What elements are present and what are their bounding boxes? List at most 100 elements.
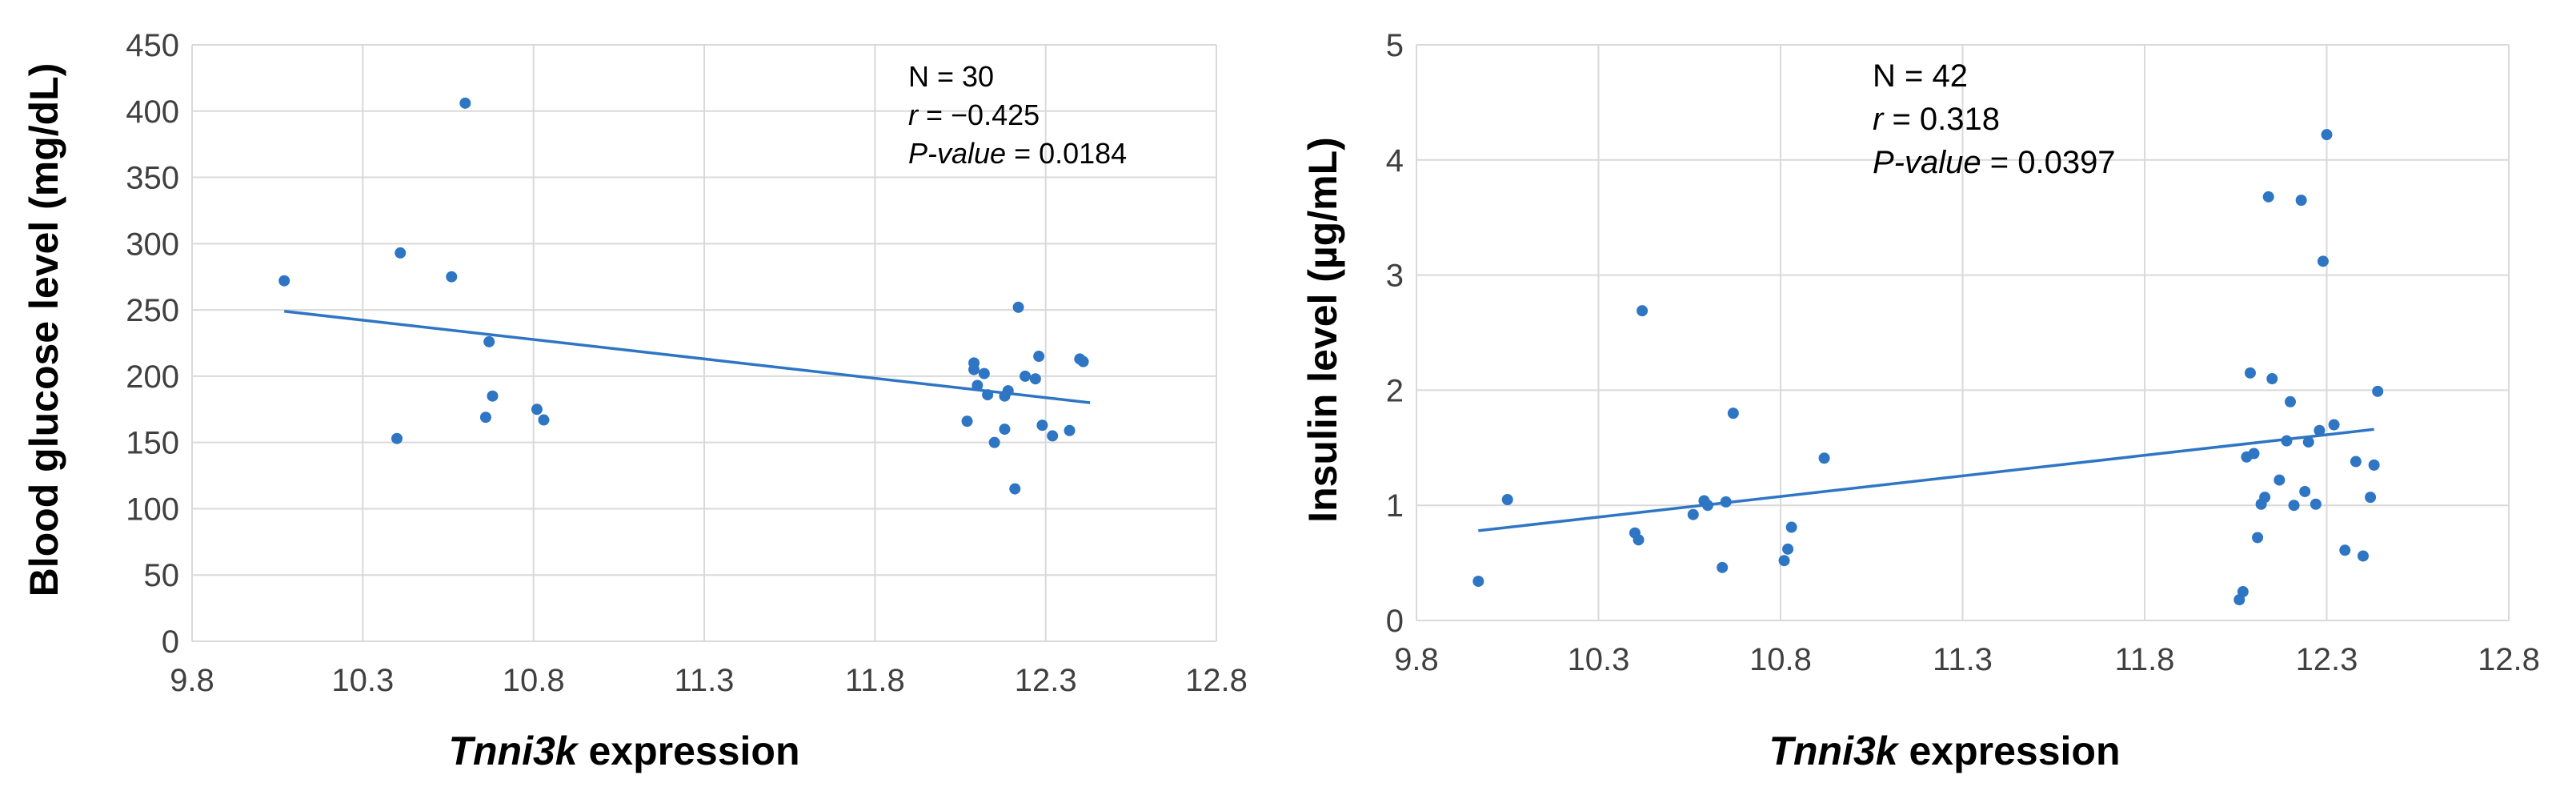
insulin-data-point <box>2244 367 2256 379</box>
insulin-data-point <box>1785 521 1797 533</box>
glucose-points <box>278 97 1089 495</box>
insulin-y-tick-label: 3 <box>1386 259 1404 294</box>
glucose-y-tick-label: 150 <box>126 426 179 461</box>
glucose-x-axis-label: Tnni3k expression <box>448 729 799 773</box>
insulin-y-tick-label: 4 <box>1386 143 1404 179</box>
insulin-data-point <box>2358 550 2369 562</box>
insulin-data-point <box>2368 459 2380 471</box>
insulin-y-axis-label: Insulin level (µg/mL) <box>1300 137 1345 523</box>
insulin-data-point <box>2259 492 2271 504</box>
insulin-data-point <box>2314 424 2326 436</box>
insulin-x-tick-label: 12.3 <box>2296 642 2358 677</box>
glucose-data-point <box>1012 301 1024 313</box>
insulin-data-point <box>2372 385 2384 397</box>
glucose-y-tick-label: 100 <box>126 492 179 527</box>
glucose-x-tick-label: 12.3 <box>1015 663 1077 698</box>
insulin-data-point <box>2288 500 2300 512</box>
insulin-data-point <box>2350 456 2362 468</box>
glucose-y-axis-label: Blood glucose level (mg/dL) <box>22 63 66 597</box>
insulin-x-tick-label: 10.3 <box>1568 642 1630 677</box>
glucose-p-text: P-value = 0.0184 <box>908 137 1127 170</box>
insulin-data-point <box>1702 500 1713 512</box>
glucose-y-tick-label: 0 <box>162 624 179 660</box>
glucose-y-tick-label: 300 <box>126 227 179 262</box>
glucose-x-tick-label: 10.3 <box>331 663 394 698</box>
insulin-stats-annotation: N = 42 r = 0.318 P-value = 0.0397 <box>1873 58 2116 180</box>
insulin-p-text: P-value = 0.0397 <box>1873 145 2116 180</box>
glucose-data-point <box>1036 420 1048 432</box>
glucose-data-point <box>999 390 1011 402</box>
glucose-x-tick-label: 12.8 <box>1185 663 1248 698</box>
insulin-x-tick-label: 9.8 <box>1394 642 1439 677</box>
insulin-trendline <box>1478 428 2374 532</box>
insulin-y-tick-label: 2 <box>1386 373 1404 408</box>
glucose-data-point <box>961 416 973 428</box>
insulin-data-point <box>2281 435 2293 447</box>
glucose-y-tick-label: 400 <box>126 94 179 130</box>
insulin-y-tick-label: 5 <box>1386 28 1404 63</box>
insulin-data-point <box>1472 576 1484 588</box>
insulin-data-point <box>1727 408 1739 420</box>
insulin-data-point <box>2339 544 2351 556</box>
glucose-data-point <box>1064 424 1076 436</box>
insulin-r-text: r = 0.318 <box>1873 102 2000 137</box>
insulin-data-point <box>1501 494 1513 506</box>
insulin-data-point <box>2274 474 2286 486</box>
glucose-y-tick-label: 200 <box>126 359 179 395</box>
insulin-x-axis-label: Tnni3k expression <box>1769 729 2120 773</box>
glucose-x-tick-label: 10.8 <box>503 663 565 698</box>
insulin-data-point <box>1782 543 1794 555</box>
glucose-data-point <box>1047 430 1059 442</box>
glucose-y-tick-label: 350 <box>126 161 179 196</box>
glucose-data-point <box>395 247 407 259</box>
insulin-data-point <box>1687 508 1699 520</box>
insulin-x-tick-label: 11.3 <box>1933 642 1993 677</box>
insulin-data-point <box>2317 255 2329 267</box>
glucose-trendline <box>284 310 1091 404</box>
insulin-y-tick-label: 0 <box>1386 604 1404 639</box>
glucose-data-point <box>972 379 984 391</box>
insulin-x-tick-label: 12.8 <box>2478 642 2540 677</box>
glucose-data-point <box>1009 483 1021 495</box>
glucose-data-point <box>1033 351 1045 363</box>
insulin-gridlines <box>1416 44 2510 621</box>
insulin-data-point <box>2266 373 2278 385</box>
insulin-points <box>1472 129 2384 606</box>
glucose-y-tick-label: 250 <box>126 293 179 328</box>
glucose-data-point <box>982 389 994 401</box>
insulin-data-point <box>2252 532 2264 544</box>
glucose-tick-labels: 0 50 100 150 200 250 300 350 400 450 9.8 10.3 10.8 11… <box>126 28 1248 698</box>
insulin-data-point <box>2365 492 2377 504</box>
glucose-data-point <box>446 271 458 283</box>
glucose-data-point <box>538 414 550 426</box>
insulin-tick-labels: 0 1 2 3 4 5 9.8 10.3 10.8 11.3 11.8 12.3 12.8 <box>1386 28 2540 677</box>
glucose-data-point <box>1029 373 1041 385</box>
glucose-data-point <box>483 335 495 347</box>
glucose-r-text: r = −0.425 <box>908 98 1040 131</box>
insulin-data-point <box>2295 195 2307 207</box>
glucose-data-point <box>531 404 543 416</box>
glucose-data-point <box>988 436 1000 448</box>
insulin-data-point <box>1633 534 1645 546</box>
glucose-data-point <box>391 432 403 444</box>
insulin-data-point <box>1720 496 1732 508</box>
glucose-stats-annotation: N = 30 r = −0.425 P-value = 0.0184 <box>908 60 1127 170</box>
glucose-data-point <box>487 390 499 402</box>
glucose-data-point <box>479 412 491 424</box>
insulin-n-text: N = 42 <box>1873 58 1968 94</box>
insulin-data-point <box>1717 561 1729 573</box>
insulin-data-point <box>2262 191 2274 203</box>
glucose-data-point <box>1077 355 1089 367</box>
glucose-chart: 0 50 100 150 200 250 300 350 400 450 9.8 10.3 10.8 11… <box>22 28 1248 773</box>
insulin-chart: 0 1 2 3 4 5 9.8 10.3 10.8 11.3 11.8 12.3 12.8 Insuli… <box>1300 28 2540 773</box>
insulin-data-point <box>1778 555 1790 567</box>
insulin-x-tick-label: 10.8 <box>1749 642 1812 677</box>
insulin-data-point <box>2237 586 2249 598</box>
glucose-data-point <box>278 275 290 287</box>
glucose-data-point <box>968 363 980 375</box>
glucose-data-point <box>459 97 471 109</box>
glucose-x-tick-label: 11.8 <box>845 663 905 698</box>
glucose-x-tick-label: 9.8 <box>170 663 214 698</box>
glucose-n-text: N = 30 <box>908 60 994 93</box>
